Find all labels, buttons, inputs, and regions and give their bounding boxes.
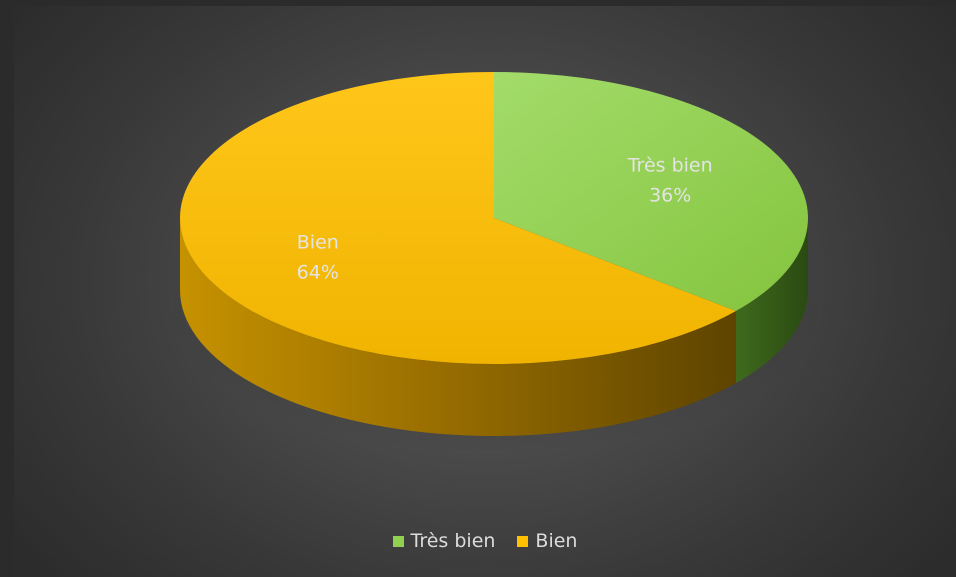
- pie-chart: Très bien 36% Bien 64%: [166, 71, 826, 454]
- legend-swatch-tres-bien: [392, 535, 404, 547]
- pie-side-bien: [180, 218, 736, 436]
- legend: Très bien Bien: [14, 530, 956, 552]
- slice-value-tres-bien: 36%: [649, 185, 691, 207]
- pie-slice-tres-bien[interactable]: [494, 72, 808, 312]
- legend-item-bien: Bien: [517, 530, 577, 552]
- slice-label-tres-bien: Très bien: [627, 155, 713, 177]
- chart-area: Très bien 36% Bien 64% Très bien Bien: [14, 6, 956, 577]
- pie-slice-bien[interactable]: [179, 71, 736, 364]
- pie-side-tres-bien: [735, 218, 808, 384]
- legend-item-tres-bien: Très bien: [392, 530, 496, 552]
- legend-swatch-bien: [517, 535, 529, 547]
- legend-label-tres-bien: Très bien: [410, 530, 496, 552]
- legend-label-bien: Bien: [535, 530, 578, 552]
- slice-value-bien: 64%: [297, 262, 339, 284]
- slice-label-bien: Bien: [297, 232, 339, 254]
